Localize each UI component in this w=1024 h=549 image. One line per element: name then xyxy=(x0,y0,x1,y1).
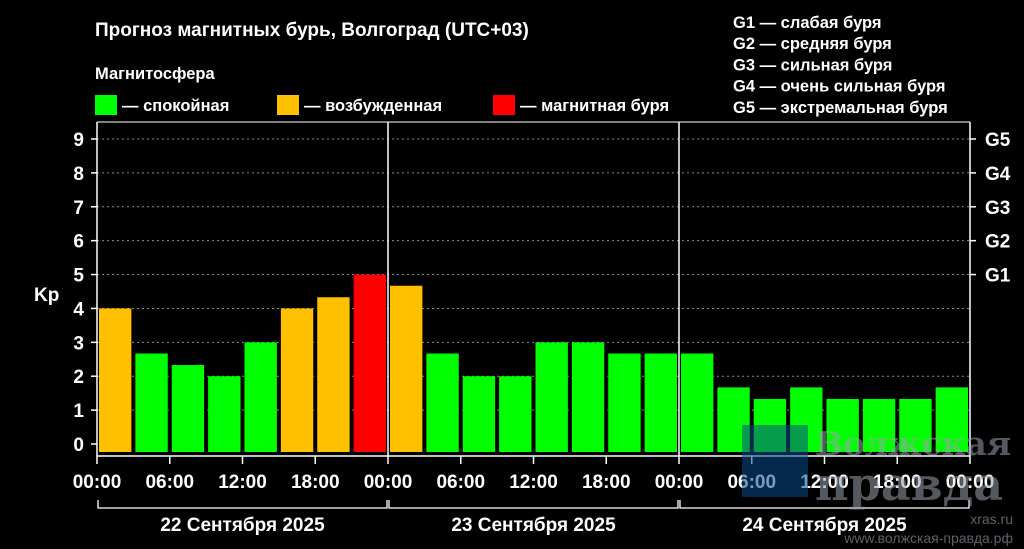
watermark-brand: Волжская xyxy=(815,424,1011,463)
y-tick-label: 5 xyxy=(73,266,84,287)
day-bracket xyxy=(97,500,388,509)
y-tick-label: 2 xyxy=(73,367,84,388)
y-tick-label: 3 xyxy=(73,333,84,354)
g-scale-item: G4 — очень сильная буря xyxy=(733,78,946,96)
g-tick-label: G1 xyxy=(985,266,1011,287)
y-tick-label: 0 xyxy=(73,435,84,456)
watermark-site: xras.ru xyxy=(970,511,1013,527)
g-scale-legend: G1 — слабая буря G2 — средняя буря G3 — си… xyxy=(733,14,948,117)
g-tick-label: G4 xyxy=(985,164,1011,185)
kp-bar xyxy=(280,308,314,452)
day-bracket xyxy=(388,500,679,509)
kp-bar xyxy=(608,353,641,452)
legend-swatch xyxy=(95,95,117,115)
kp-bar xyxy=(171,365,205,452)
kp-bar xyxy=(462,376,496,452)
kp-bar xyxy=(899,398,932,452)
bars xyxy=(99,274,968,452)
legend: — спокойная — возбужденная — магнитная бур… xyxy=(95,95,669,115)
kp-bar xyxy=(681,353,714,452)
x-tick-label: 12:00 xyxy=(218,472,267,493)
kp-bar xyxy=(535,342,568,452)
kp-bar xyxy=(862,398,896,452)
y-axis-label: Kp xyxy=(34,285,59,306)
g-scale-item: G5 — экстремальная буря xyxy=(733,99,948,117)
watermark-url: www.волжская-правда.рф xyxy=(843,530,1013,546)
x-tick-label: 12:00 xyxy=(800,472,849,493)
kp-bar xyxy=(99,308,132,452)
legend-swatch xyxy=(277,95,299,115)
kp-bar xyxy=(244,342,277,452)
y-tick-label: 8 xyxy=(73,164,84,185)
day-bracket xyxy=(679,500,970,509)
kp-bar xyxy=(499,376,532,452)
gridlines xyxy=(97,138,970,411)
g-tick-label: G2 xyxy=(985,232,1010,253)
kp-bar xyxy=(426,353,459,452)
y-tick-label: 1 xyxy=(73,401,84,422)
x-tick-label: 00:00 xyxy=(946,472,995,493)
g-tick-label: G3 xyxy=(985,198,1010,219)
x-tick-label: 12:00 xyxy=(509,472,558,493)
x-tick-label: 00:00 xyxy=(364,472,413,493)
kp-bar xyxy=(135,353,168,452)
watermark-brand-2: правда xyxy=(815,457,1003,511)
day-label: 23 Сентября 2025 xyxy=(451,515,616,536)
x-tick-label: 06:00 xyxy=(145,472,194,493)
legend-title: Магнитосфера xyxy=(95,65,215,83)
kp-bar xyxy=(208,376,241,452)
legend-swatch xyxy=(493,95,515,115)
x-tick-label: 00:00 xyxy=(655,472,704,493)
kp-bar xyxy=(826,398,859,452)
watermark-emblem-icon xyxy=(742,425,808,497)
x-tick-label: 18:00 xyxy=(291,472,340,493)
g-scale-item: G2 — средняя буря xyxy=(733,35,892,53)
y-tick-label: 6 xyxy=(73,232,84,253)
y-axis-ticks: 0 1 2 3 4 5 6 7 8 9 xyxy=(73,130,97,456)
g-tick-label: G5 xyxy=(985,130,1011,151)
legend-label: — магнитная буря xyxy=(520,97,669,115)
kp-bar xyxy=(390,285,423,452)
kp-bar xyxy=(317,297,350,452)
y-tick-label: 4 xyxy=(73,299,84,320)
day-label: 24 Сентября 2025 xyxy=(742,515,907,536)
legend-label: — спокойная xyxy=(122,97,229,115)
day-labels: 22 Сентября 2025 23 Сентября 2025 24 Сентя… xyxy=(97,500,970,536)
kp-bar xyxy=(935,387,968,452)
day-label: 22 Сентября 2025 xyxy=(160,515,325,536)
y-tick-label: 7 xyxy=(73,198,84,219)
kp-bar xyxy=(353,274,386,452)
g-scale-item: G1 — слабая буря xyxy=(733,14,882,32)
chart-title: Прогноз магнитных бурь, Волгоград (UTC+0… xyxy=(95,20,529,41)
x-tick-label: 00:00 xyxy=(73,472,122,493)
y-tick-label: 9 xyxy=(73,130,84,151)
x-tick-label: 18:00 xyxy=(873,472,922,493)
legend-label: — возбужденная xyxy=(304,97,442,115)
g-axis-ticks: G1 G2 G3 G4 G5 xyxy=(970,130,1011,287)
kp-bar xyxy=(644,353,677,452)
x-tick-label: 06:00 xyxy=(436,472,485,493)
watermark: Волжская правда xras.ru www.волжская-пра… xyxy=(742,424,1013,546)
x-tick-label: 18:00 xyxy=(582,472,631,493)
kp-bar xyxy=(571,342,605,452)
g-scale-item: G3 — сильная буря xyxy=(733,56,892,74)
